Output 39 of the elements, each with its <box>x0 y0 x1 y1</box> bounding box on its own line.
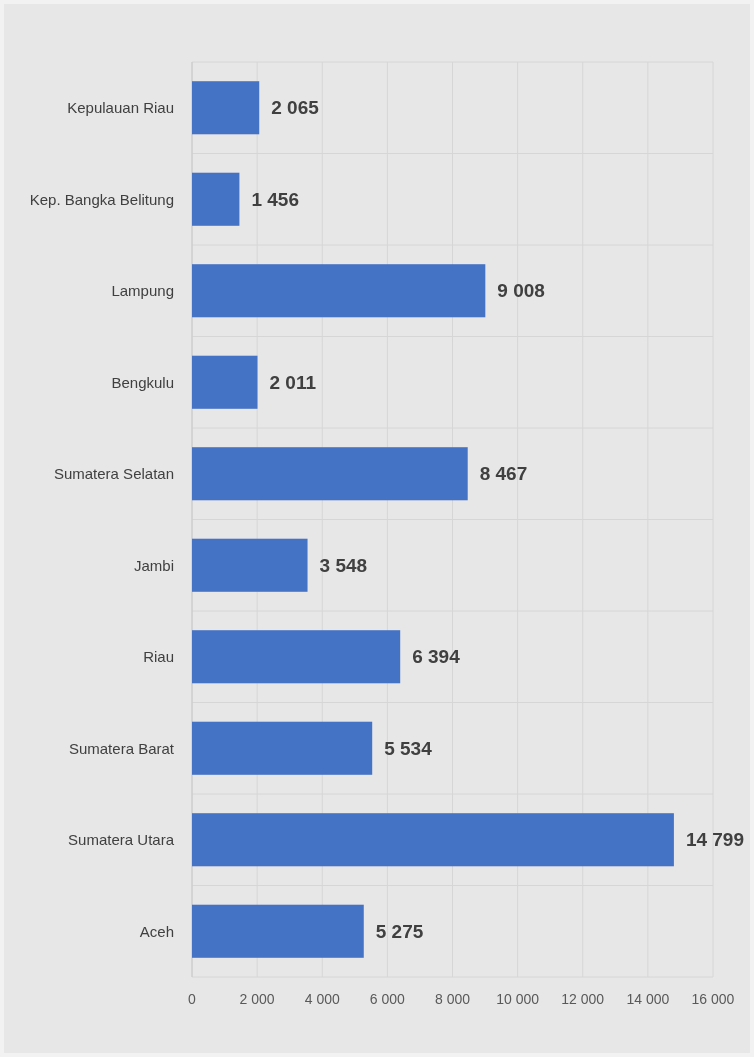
y-tick-label: Lampung <box>111 282 174 299</box>
x-tick-label: 8 000 <box>434 991 471 1007</box>
bar <box>192 630 401 684</box>
bar <box>192 264 486 318</box>
data-label: 6 394 <box>412 646 461 668</box>
data-label: 3 548 <box>319 554 368 576</box>
y-tick-label: Sumatera Selatan <box>53 465 174 482</box>
x-tick-label: 6 000 <box>369 991 406 1007</box>
bar <box>192 81 260 135</box>
bar <box>192 172 240 226</box>
data-label: 1 456 <box>251 188 299 210</box>
y-tick-label: Riau <box>143 648 174 665</box>
y-tick-label: Kep. Bangka Belitung <box>29 190 174 208</box>
x-tick-label: 14 000 <box>626 991 670 1007</box>
bar <box>192 904 364 958</box>
data-label: 2 065 <box>271 97 320 119</box>
data-label: 5 275 <box>375 920 424 942</box>
bar <box>192 538 308 592</box>
y-tick-label: Kepulauan Riau <box>67 99 174 116</box>
bar <box>192 355 258 409</box>
x-tick-label: 0 <box>188 991 197 1007</box>
x-tick-label: 4 000 <box>304 991 340 1007</box>
bar <box>192 813 674 867</box>
y-tick-label: Aceh <box>139 922 174 940</box>
bar <box>192 721 373 775</box>
x-tick-label: 10 000 <box>496 991 540 1007</box>
y-tick-label: Jambi <box>133 556 174 574</box>
data-label: 2 011 <box>269 371 317 393</box>
bar <box>192 447 468 501</box>
y-tick-label: Sumatera Utara <box>68 831 175 848</box>
x-tick-label: 12 000 <box>561 991 605 1007</box>
x-tick-label: 2 000 <box>239 991 275 1007</box>
data-label: 9 008 <box>497 280 545 302</box>
data-label: 8 467 <box>479 463 528 485</box>
y-tick-label: Sumatera Barat <box>68 739 175 757</box>
data-label: 5 534 <box>384 737 433 759</box>
data-label: 14 799 <box>685 829 745 851</box>
x-tick-label: 16 000 <box>691 991 735 1007</box>
y-tick-label: Bengkulu <box>111 373 174 391</box>
